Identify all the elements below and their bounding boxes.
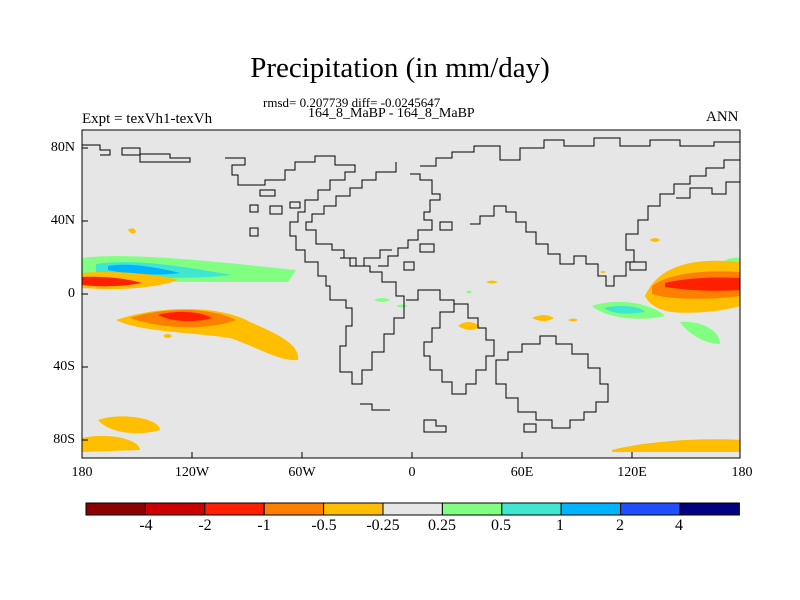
experiment-label: Expt = texVh1-texVh: [82, 111, 213, 127]
coastline: [629, 261, 647, 271]
field-orange-southeast: [612, 439, 740, 452]
lat-label-40n: 40N: [50, 213, 75, 228]
colorbar-label: -1: [257, 517, 271, 534]
axis-ticks: [82, 147, 633, 458]
coastline-asia: [470, 159, 740, 287]
coastline-north: [420, 137, 740, 167]
coastline: [82, 144, 111, 156]
field-cyan-wp: [604, 305, 645, 314]
field-patch: [128, 228, 136, 234]
lat-label-80n: 80N: [50, 140, 75, 155]
lon-label-180w: 180: [71, 465, 93, 480]
anomaly-fields: [82, 228, 740, 452]
colorbar-box: [204, 502, 265, 516]
coastline: [249, 204, 259, 213]
lon-label-180e: 180: [731, 465, 753, 480]
field-red-sp: [158, 311, 212, 322]
coastline: [269, 205, 283, 215]
stats-text: rmsd= 0.207739 diff= -0.0245647: [263, 95, 441, 110]
coastline: [423, 419, 447, 433]
coastline: [523, 423, 537, 433]
field-red-np: [82, 276, 142, 287]
colorbar-box: [501, 502, 562, 516]
lon-label-0: 0: [408, 465, 416, 480]
field-orange-south: [98, 416, 160, 434]
colorbar-box: [560, 502, 622, 516]
field-orange-south: [82, 435, 140, 452]
lon-label-60e: 60E: [510, 465, 534, 480]
coastline: [249, 227, 259, 237]
field-patch: [650, 238, 660, 242]
colorbar-label: 0.25: [428, 517, 456, 534]
colorbar: [85, 502, 740, 516]
field-patch: [532, 315, 554, 321]
colorbar-box: [382, 502, 443, 516]
lon-label-120w: 120W: [174, 465, 210, 480]
field-patch: [568, 318, 578, 322]
lon-label-60w: 60W: [288, 465, 316, 480]
coastline: [676, 150, 741, 199]
field-patch: [466, 290, 472, 294]
coastline-australia: [495, 335, 609, 429]
colorbar-label: -4: [139, 517, 153, 534]
field-green-wp2: [680, 321, 720, 344]
coastline: [439, 221, 453, 231]
field-patch: [486, 280, 498, 284]
colorbar-box: [144, 502, 206, 516]
field-patch: [374, 298, 390, 302]
coastline: [121, 147, 191, 163]
coastline: [289, 201, 301, 209]
lat-label-0: 0: [68, 286, 75, 301]
colorbar-label: 2: [616, 517, 624, 534]
coastline-africa: [406, 289, 495, 395]
case-label: 164_8_MaBP - 164_8_MaBP: [308, 106, 475, 121]
coastline-europe: [378, 173, 441, 267]
coastlines: [82, 137, 741, 433]
colorbar-box: [323, 502, 384, 516]
colorbar-label: -2: [198, 517, 212, 534]
colorbar-box: [679, 502, 740, 516]
colorbar-label: -0.25: [366, 517, 400, 534]
field-red-ep: [665, 277, 740, 291]
plot-title: Precipitation (in mm/day): [250, 52, 550, 84]
coastline: [340, 249, 392, 267]
field-blue-np: [108, 264, 180, 275]
lat-label-40s: 40S: [53, 359, 75, 374]
colorbar-label: 0.5: [491, 517, 511, 534]
coastline: [403, 261, 415, 271]
field-patch: [458, 322, 480, 330]
coastline-americas: [225, 155, 405, 385]
colorbar-label: 1: [556, 517, 564, 534]
colorbar-box: [263, 502, 325, 516]
field-patch: [396, 304, 408, 308]
colorbar-box: [85, 502, 146, 516]
season-label: ANN: [706, 109, 739, 125]
lat-label-80s: 80S: [53, 432, 75, 447]
lon-label-120e: 120E: [617, 465, 647, 480]
map-background: [82, 130, 740, 458]
colorbar-box: [620, 502, 681, 516]
coastline: [419, 243, 435, 253]
coastline: [259, 189, 276, 197]
field-patch: [600, 271, 606, 273]
colorbar-label: -0.5: [311, 517, 337, 534]
field-patch: [163, 334, 172, 338]
colorbar-box: [441, 502, 503, 516]
coastline: [360, 403, 390, 411]
colorbar-label: 4: [675, 517, 683, 534]
